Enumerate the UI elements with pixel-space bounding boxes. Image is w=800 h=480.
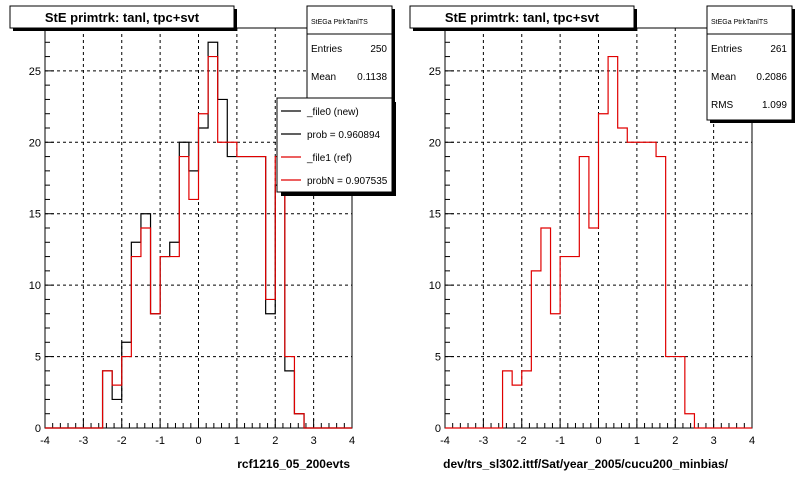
y-tick-label: 10 <box>29 280 41 292</box>
x-tick-label: -2 <box>517 435 527 447</box>
title-box <box>409 5 635 29</box>
x-tick-label: 2 <box>672 435 678 447</box>
y-tick-label: 5 <box>35 352 41 364</box>
stats-entries-label: Entries <box>311 44 342 55</box>
stats-mean-label: Mean <box>311 72 336 83</box>
stats-name: StEGa PtrkTanlTS <box>711 19 768 26</box>
stats-rms-value: 1.099 <box>762 100 787 111</box>
y-tick-label: 15 <box>429 209 441 221</box>
y-tick-label: 5 <box>435 352 441 364</box>
x-tick-label: 1 <box>234 435 240 447</box>
chart-title: StE primtrk: tanl, tpc+svt <box>45 10 200 25</box>
y-tick-label: 20 <box>429 137 441 149</box>
x-axis-label: rcf1216_05_200evts <box>237 457 350 471</box>
stats-entries-label: Entries <box>711 44 742 55</box>
histogram-series-ref <box>445 55 752 429</box>
stats-box <box>706 5 793 121</box>
x-tick-label: 4 <box>749 435 755 447</box>
legend-entry: prob = 0.960894 <box>307 130 381 141</box>
x-tick-label: 3 <box>711 435 717 447</box>
stats-entries-value: 250 <box>370 44 387 55</box>
title-box <box>9 5 235 29</box>
x-tick-label: 4 <box>349 435 355 447</box>
x-tick-label: 2 <box>272 435 278 447</box>
y-tick-label: 25 <box>29 66 41 78</box>
histogram-series-ref <box>45 55 352 429</box>
chart-title: StE primtrk: tanl, tpc+svt <box>445 10 600 25</box>
legend-entry: _file1 (ref) <box>306 153 352 164</box>
x-tick-label: 1 <box>634 435 640 447</box>
y-tick-label: 15 <box>29 209 41 221</box>
legend-box <box>276 97 393 193</box>
stats-rms-label: RMS <box>711 100 734 111</box>
y-tick-label: 25 <box>429 66 441 78</box>
stats-name: StEGa PtrkTanlTS <box>311 19 368 26</box>
stats-mean-label: Mean <box>711 72 736 83</box>
x-tick-label: -3 <box>478 435 488 447</box>
x-tick-label: -1 <box>155 435 165 447</box>
x-tick-label: 3 <box>311 435 317 447</box>
legend-entry: _file0 (new) <box>306 107 359 118</box>
y-tick-label: 0 <box>435 423 441 435</box>
stats-entries-value: 261 <box>770 44 787 55</box>
legend-entry: probN = 0.907535 <box>307 176 388 187</box>
y-tick-label: 0 <box>35 423 41 435</box>
x-tick-label: -4 <box>40 435 50 447</box>
x-tick-label: 0 <box>195 435 201 447</box>
x-tick-label: -1 <box>555 435 565 447</box>
x-axis-label: dev/trs_sl302.ittf/Sat/year_2005/cucu200… <box>443 457 728 471</box>
left-histogram-panel: -4 -3 -2 -1 0 1 2 3 4 0 5 10 15 20 25 StE primtrk: tanl… <box>9 5 396 471</box>
x-tick-label: -3 <box>78 435 88 447</box>
stats-mean-value: 0.2086 <box>756 72 787 83</box>
x-tick-label: 0 <box>595 435 601 447</box>
right-histogram-panel: -4 -3 -2 -1 0 1 2 3 4 0 5 10 15 20 25 StE primtrk: tanl… <box>409 5 795 471</box>
y-tick-label: 20 <box>29 137 41 149</box>
stats-mean-value: 0.1138 <box>357 72 387 83</box>
x-tick-label: -2 <box>117 435 127 447</box>
x-tick-label: -4 <box>440 435 450 447</box>
y-tick-label: 10 <box>429 280 441 292</box>
